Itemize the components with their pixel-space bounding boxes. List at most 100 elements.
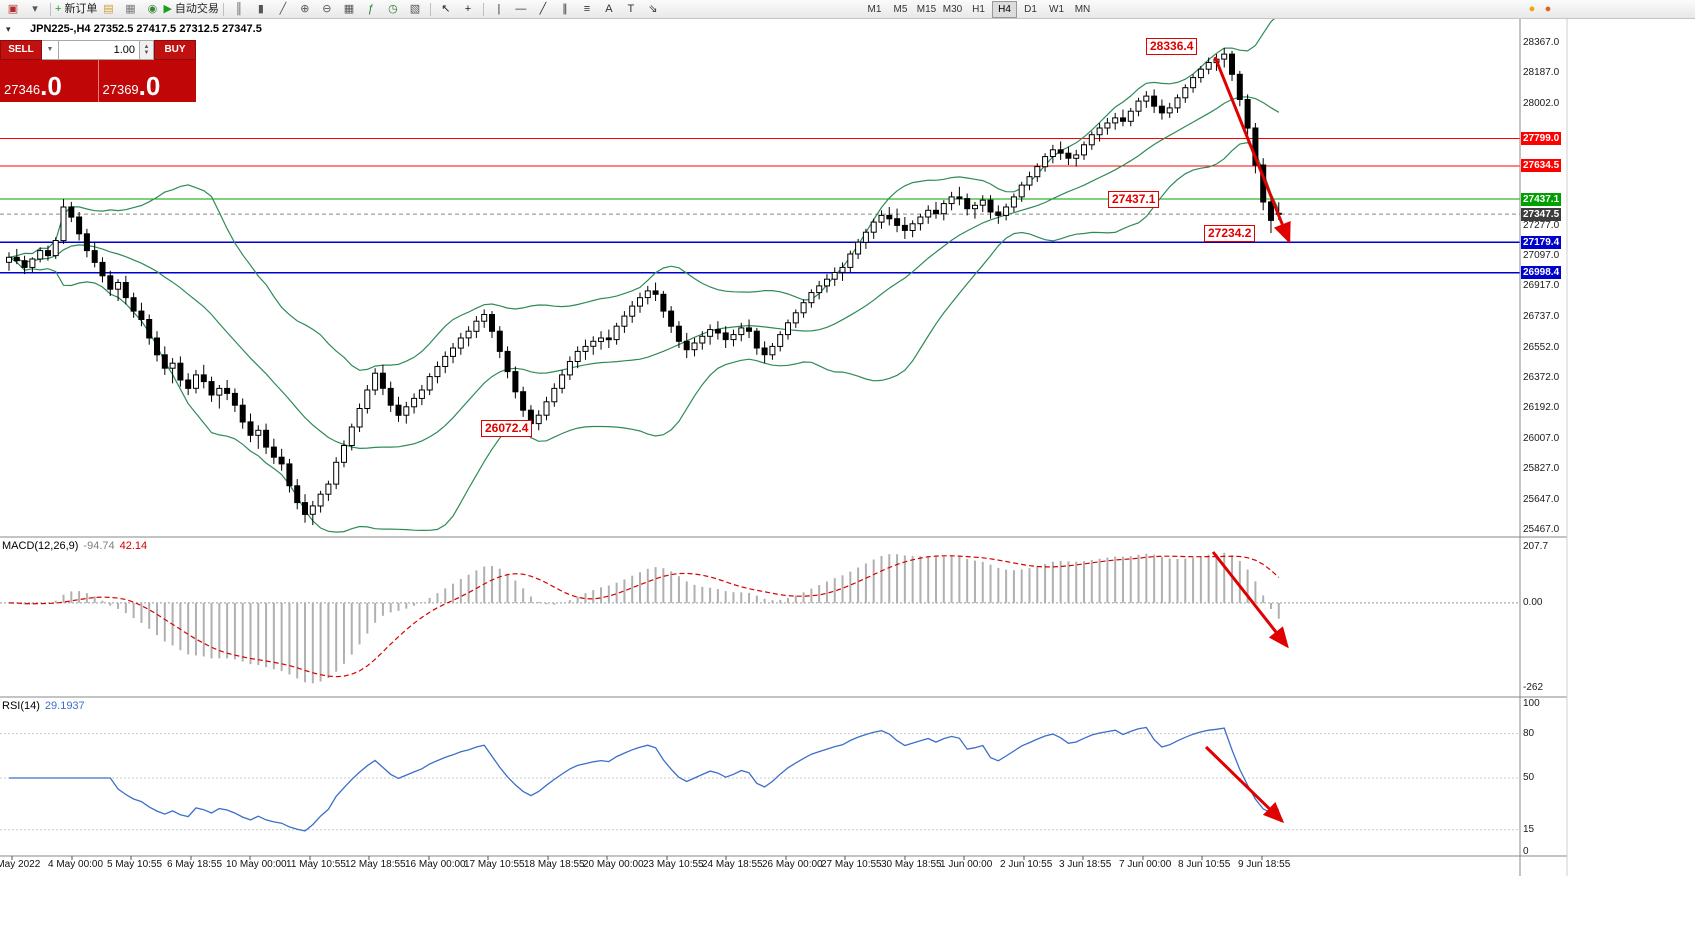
candle-bullish bbox=[1042, 156, 1049, 168]
candle-bearish bbox=[1065, 152, 1072, 159]
chart-corner-icon[interactable]: ▾ bbox=[6, 24, 11, 34]
price-callout[interactable]: 27437.1 bbox=[1108, 191, 1160, 208]
candle-bullish bbox=[481, 314, 488, 322]
candle-bearish bbox=[395, 404, 402, 416]
toolbar-separator bbox=[222, 2, 224, 16]
candle-bearish bbox=[138, 310, 145, 321]
timeframe-m15-button[interactable]: M15 bbox=[916, 4, 937, 15]
candle-bullish bbox=[1003, 206, 1010, 216]
volume-input[interactable]: 1.00 bbox=[59, 40, 140, 60]
price-callout[interactable]: 26072.4 bbox=[481, 420, 533, 437]
new-order-button[interactable]: + 新订单 bbox=[55, 1, 97, 17]
trend-arrow[interactable] bbox=[1213, 56, 1291, 244]
bid-price-tag: 27347.5 bbox=[1521, 207, 1562, 221]
candle-bearish bbox=[154, 337, 160, 356]
horizontal-line-icon[interactable]: — bbox=[510, 1, 532, 17]
line-chart-icon[interactable]: ╱ bbox=[272, 1, 294, 17]
sell-button[interactable]: SELL bbox=[0, 40, 42, 60]
candle-bearish bbox=[886, 214, 893, 220]
toolbar-separator bbox=[482, 2, 484, 16]
candlestick-chart-icon[interactable]: ▮ bbox=[250, 1, 272, 17]
zoom-out-icon[interactable]: ⊖ bbox=[316, 1, 338, 17]
candle-bullish bbox=[1166, 107, 1173, 114]
timeframe-m5-button[interactable]: M5 bbox=[893, 4, 908, 15]
auto-trading-button[interactable]: ▶ 自动交易 bbox=[163, 1, 218, 17]
candle-bullish bbox=[309, 505, 316, 515]
volume-spinner[interactable]: ▲ ▼ bbox=[140, 40, 154, 60]
candle-bearish bbox=[91, 250, 98, 263]
terminal-icon[interactable]: ▣ bbox=[2, 1, 24, 17]
buy-button[interactable]: BUY bbox=[154, 40, 196, 60]
bar-chart-icon[interactable]: ║ bbox=[228, 1, 250, 17]
zoom-in-icon[interactable]: ⊕ bbox=[294, 1, 316, 17]
price-axis-label: 25647.0 bbox=[1523, 493, 1560, 505]
timeframe-m30-button[interactable]: M30 bbox=[942, 4, 963, 15]
terminal-icon: ▣ bbox=[7, 3, 19, 15]
cursor-icon[interactable]: ↖ bbox=[435, 1, 457, 17]
candle-bullish bbox=[551, 387, 558, 403]
time-axis-label: 26 May 00:00 bbox=[762, 859, 823, 870]
periods-icon: ◷ bbox=[388, 3, 398, 15]
timeframe-h4-button[interactable]: H4 bbox=[992, 1, 1017, 18]
timeframe-m1-button[interactable]: M1 bbox=[867, 4, 882, 15]
price-axis-label: 28002.0 bbox=[1523, 98, 1560, 110]
zoom-in-icon: ⊕ bbox=[300, 3, 310, 15]
volume-dropdown-icon[interactable]: ▼ bbox=[42, 40, 59, 60]
candle-bearish bbox=[894, 218, 901, 226]
buy-price[interactable]: 27369 .0 bbox=[97, 60, 197, 102]
candle-bullish bbox=[621, 315, 628, 327]
periods-icon[interactable]: ◷ bbox=[382, 1, 404, 17]
crosshair-icon: + bbox=[464, 3, 472, 15]
timeframe-h1-button[interactable]: H1 bbox=[972, 4, 985, 15]
timeframe-mn-button[interactable]: MN bbox=[1074, 4, 1091, 15]
candle-bearish bbox=[379, 372, 386, 389]
price-axis-label: 28367.0 bbox=[1523, 36, 1560, 48]
candle-bullish bbox=[442, 355, 449, 367]
arrows-dropdown-icon: ⇘ bbox=[648, 3, 658, 15]
trend-arrow[interactable] bbox=[1204, 745, 1285, 824]
text-icon[interactable]: A bbox=[598, 1, 620, 17]
trend-arrow[interactable] bbox=[1211, 551, 1289, 649]
label-icon[interactable]: T bbox=[620, 1, 642, 17]
profiles-icon[interactable]: ▤ bbox=[97, 1, 119, 17]
candle-bullish bbox=[691, 342, 698, 351]
label-icon: T bbox=[627, 3, 635, 15]
timeframe-w1-button[interactable]: W1 bbox=[1049, 4, 1064, 15]
candle-bullish bbox=[348, 426, 355, 446]
channel-icon[interactable]: ∥ bbox=[554, 1, 576, 17]
trendline-icon: ╱ bbox=[539, 3, 547, 15]
trendline-icon[interactable]: ╱ bbox=[532, 1, 554, 17]
crosshair-icon[interactable]: + bbox=[457, 1, 479, 17]
candle-bullish bbox=[824, 278, 830, 287]
news-icon[interactable]: ● bbox=[1544, 3, 1552, 15]
new-order-button-label: 新订单 bbox=[64, 3, 98, 15]
rsi-line bbox=[9, 726, 1280, 832]
refresh-icon[interactable]: ◉ bbox=[141, 1, 163, 17]
fibonacci-icon[interactable]: ≡ bbox=[576, 1, 598, 17]
charts-grid-icon[interactable]: ▦ bbox=[119, 1, 141, 17]
candle-bullish bbox=[598, 337, 604, 342]
price-callout[interactable]: 27234.2 bbox=[1204, 225, 1256, 242]
candle-bearish bbox=[185, 379, 192, 389]
candle-bearish bbox=[683, 340, 690, 351]
candle-bearish bbox=[1275, 212, 1282, 215]
candle-bearish bbox=[660, 293, 667, 312]
templates-icon[interactable]: ▧ bbox=[404, 1, 426, 17]
timeframe-d1-button[interactable]: D1 bbox=[1024, 4, 1037, 15]
candle-bearish bbox=[270, 446, 277, 458]
tile-windows-icon[interactable]: ▦ bbox=[338, 1, 360, 17]
price-callout[interactable]: 28336.4 bbox=[1146, 38, 1198, 55]
arrows-dropdown-icon[interactable]: ⇘ bbox=[642, 1, 664, 17]
candle-bullish bbox=[193, 374, 199, 389]
vertical-line-icon[interactable]: | bbox=[488, 1, 510, 17]
sell-price[interactable]: 27346 .0 bbox=[0, 60, 98, 102]
chart-dropdown-icon[interactable]: ▾ bbox=[24, 1, 46, 17]
candle-bullish bbox=[1182, 87, 1189, 99]
spinner-down-icon[interactable]: ▼ bbox=[143, 50, 150, 56]
alert-icon[interactable]: ● bbox=[1528, 3, 1536, 15]
price-axis-label: 26917.0 bbox=[1523, 280, 1560, 292]
candle-bullish bbox=[1088, 134, 1095, 146]
indicators-icon[interactable]: ƒ bbox=[360, 1, 382, 17]
